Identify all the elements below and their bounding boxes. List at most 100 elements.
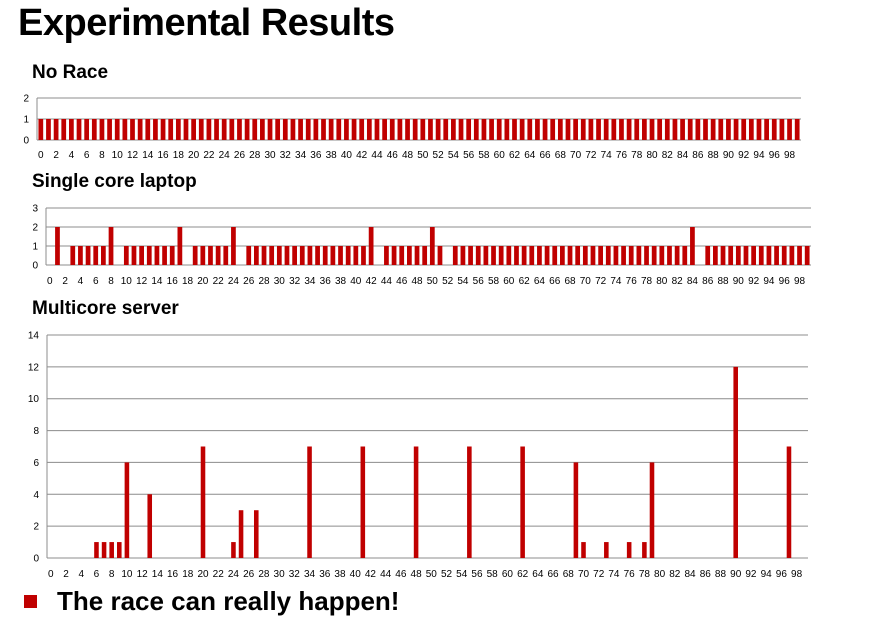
x-tick-label: 94 [753, 150, 765, 161]
bar [290, 119, 296, 140]
x-tick-label: 96 [769, 150, 781, 161]
x-tick-label: 2 [63, 569, 69, 580]
x-tick-label: 70 [570, 150, 582, 161]
bar [208, 246, 213, 265]
bar [726, 119, 731, 140]
bar [192, 246, 198, 265]
bar [628, 246, 634, 265]
x-tick-label: 92 [738, 150, 750, 161]
bar [512, 119, 517, 140]
x-tick-label: 10 [121, 276, 133, 287]
bar [626, 119, 632, 140]
bar [710, 119, 716, 140]
bar [414, 246, 420, 265]
bar [705, 246, 711, 265]
bar [397, 119, 403, 140]
slide-title: Experimental Results [18, 2, 395, 44]
bar [460, 246, 466, 265]
x-tick-label: 90 [723, 150, 735, 161]
bar [771, 119, 777, 140]
x-tick-label: 0 [47, 276, 53, 287]
bar [374, 119, 380, 140]
bar [284, 246, 290, 265]
bar [560, 246, 565, 265]
bar [305, 119, 311, 140]
bar [146, 246, 152, 265]
bar [55, 227, 60, 265]
bar [299, 246, 305, 265]
bar [672, 119, 678, 140]
x-tick-label: 84 [687, 276, 699, 287]
x-tick-label: 46 [395, 569, 407, 580]
bar [336, 119, 342, 140]
bar [353, 246, 359, 265]
bar [687, 119, 693, 140]
bar [787, 119, 792, 140]
bar [674, 246, 680, 265]
x-tick-label: 60 [502, 569, 514, 580]
bar [774, 246, 779, 265]
bar [573, 119, 578, 140]
x-tick-label: 44 [371, 150, 383, 161]
bar [588, 119, 594, 140]
bar [123, 246, 129, 265]
bar [468, 246, 473, 265]
x-tick-label: 44 [381, 276, 393, 287]
x-tick-label: 6 [94, 569, 100, 580]
x-tick-label: 64 [524, 150, 536, 161]
bar [108, 227, 114, 265]
bar [634, 119, 640, 140]
x-tick-label: 82 [672, 276, 684, 287]
y-tick-label: 2 [33, 522, 39, 533]
bar [282, 119, 288, 140]
bar [384, 246, 389, 265]
bar [636, 246, 642, 265]
x-tick-label: 60 [494, 150, 506, 161]
x-tick-label: 60 [503, 276, 515, 287]
x-tick-label: 82 [662, 150, 674, 161]
bar [93, 246, 99, 265]
x-tick-label: 42 [366, 276, 378, 287]
x-tick-label: 68 [563, 569, 575, 580]
bar [611, 119, 617, 140]
bar [344, 119, 349, 140]
x-tick-label: 66 [539, 150, 551, 161]
y-tick-label: 2 [32, 223, 38, 234]
x-tick-label: 0 [38, 150, 44, 161]
bar [237, 119, 242, 140]
y-tick-label: 0 [33, 554, 39, 565]
bar [573, 462, 579, 558]
bar [667, 246, 672, 265]
bar [520, 446, 525, 558]
bar [644, 246, 649, 265]
bar [735, 246, 741, 265]
x-tick-label: 46 [387, 150, 399, 161]
x-tick-label: 66 [549, 276, 561, 287]
x-tick-label: 42 [356, 150, 368, 161]
x-tick-label: 68 [564, 276, 576, 287]
bar [741, 119, 747, 140]
x-tick-label: 58 [478, 150, 490, 161]
bar [145, 119, 151, 140]
bar [603, 119, 609, 140]
bar [657, 119, 663, 140]
bar [756, 119, 762, 140]
bar [215, 246, 221, 265]
y-tick-label: 8 [33, 426, 39, 437]
bar [651, 246, 657, 265]
bar [307, 446, 312, 558]
bar [221, 119, 227, 140]
bar [191, 119, 196, 140]
bar [504, 119, 510, 140]
x-tick-label: 80 [656, 276, 668, 287]
x-tick-label: 40 [350, 276, 362, 287]
bar [621, 246, 626, 265]
x-tick-label: 32 [280, 150, 292, 161]
x-tick-label: 14 [152, 569, 164, 580]
bar [267, 119, 273, 140]
bar [664, 119, 670, 140]
bar [292, 246, 297, 265]
bar [368, 227, 374, 265]
x-tick-label: 98 [791, 569, 803, 580]
x-tick-label: 48 [411, 276, 423, 287]
